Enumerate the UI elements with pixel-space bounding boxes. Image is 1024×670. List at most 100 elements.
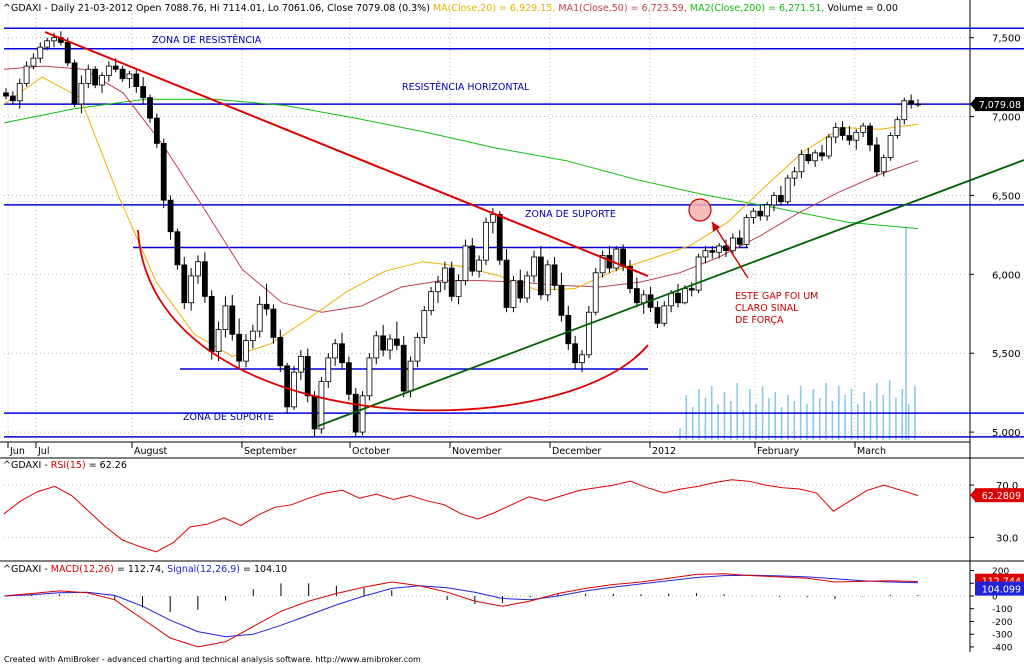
candle-body: [825, 136, 832, 157]
candle-body: [681, 288, 688, 304]
candle-body: [284, 365, 291, 408]
candle-body: [393, 338, 400, 346]
price-candle: [435, 275, 441, 303]
candle-body: [668, 292, 675, 307]
price-candle: [894, 116, 901, 139]
candle-body: [400, 344, 407, 392]
candle-body: [860, 125, 867, 133]
gap-highlight-circle: [688, 198, 712, 222]
price-candle: [421, 305, 428, 344]
price-tick-label: 5,000: [992, 428, 1021, 439]
candle-body: [201, 261, 208, 297]
candle-body: [64, 42, 71, 64]
candle-body: [764, 204, 771, 217]
candle-body: [771, 195, 777, 206]
rsi-header-label: RSI(15): [51, 460, 86, 471]
candle-body: [867, 125, 873, 146]
price-candle: [16, 78, 23, 109]
price-candle: [627, 260, 633, 294]
price-candle: [222, 296, 229, 338]
price-tick-label: 6,500: [992, 191, 1021, 202]
candle-body: [181, 264, 188, 304]
price-candle: [531, 250, 537, 283]
price-candle: [565, 305, 572, 351]
signal-value-tag-label: 104.099: [982, 585, 1021, 596]
footer-credit: Created with AmiBroker - advanced charti…: [4, 655, 421, 664]
header-volume: Volume = 0.00: [827, 3, 898, 14]
x-tick-label: 2012: [652, 446, 676, 457]
price-candle: [716, 242, 723, 259]
rsi-line: [3, 479, 919, 553]
price-candle: [599, 250, 606, 278]
gap-arrow-shaft: [711, 221, 749, 279]
candle-body: [483, 221, 489, 261]
price-candle: [455, 274, 462, 305]
price-candle: [908, 94, 915, 109]
candle-body: [791, 171, 798, 179]
macd-tick-label: -200: [992, 618, 1013, 628]
rsi-header-symbol: ^GDAXI -: [3, 460, 51, 471]
price-candle: [400, 335, 407, 398]
price-candle: [462, 239, 469, 286]
price-candle: [428, 286, 435, 316]
price-candle: [860, 122, 867, 138]
candle-body: [908, 100, 915, 105]
candle-body: [702, 250, 709, 258]
candle-body: [270, 308, 277, 338]
price-candle: [544, 260, 551, 302]
price-candle: [750, 208, 757, 224]
x-tick-label: November: [452, 446, 502, 457]
price-candle: [592, 268, 599, 316]
price-tick-label: 7,000: [992, 113, 1021, 124]
price-candle: [78, 75, 85, 114]
price-candle: [181, 256, 188, 310]
price-candle: [64, 37, 71, 67]
price-candle: [249, 324, 256, 349]
candle-body: [579, 354, 585, 364]
price-candle: [654, 301, 661, 328]
price-candle: [675, 283, 681, 308]
candle-body: [325, 357, 332, 383]
price-candle: [784, 174, 791, 205]
price-candle: [777, 185, 784, 205]
price-candle: [579, 350, 585, 373]
candle-body: [812, 152, 819, 162]
rsi-value-tag-pointer: [970, 488, 976, 503]
macd-tick-label: 0: [992, 593, 998, 603]
price-candle: [332, 339, 339, 366]
price-candle: [167, 195, 174, 240]
rsi-tick-label: 70.0: [996, 481, 1018, 492]
price-candle: [483, 217, 489, 265]
price-candle: [140, 77, 147, 104]
uptrend-line: [317, 159, 1024, 427]
price-candle: [243, 334, 249, 368]
rounded-bottom-arc: [137, 229, 649, 412]
price-candle: [702, 245, 709, 264]
candle-body: [37, 46, 44, 59]
candle-body: [537, 256, 544, 296]
candle-body: [633, 288, 640, 304]
price-candle: [633, 277, 640, 308]
price-candle: [366, 353, 373, 401]
price-candle: [126, 70, 133, 89]
candle-body: [387, 338, 393, 351]
price-candle: [743, 214, 750, 248]
last-price-tag: [975, 97, 1024, 112]
price-candle: [325, 353, 332, 388]
candle-body: [894, 119, 901, 136]
price-candle: [229, 294, 236, 341]
price-candle: [791, 167, 798, 186]
price-candle: [558, 272, 565, 322]
price-candle: [613, 245, 620, 272]
macd-header-signal-value: = 104.10: [240, 564, 287, 575]
candle-body: [846, 135, 853, 141]
candle-body: [469, 245, 476, 272]
candle-body: [743, 217, 750, 245]
price-candle: [812, 149, 819, 168]
price-candle: [469, 238, 476, 276]
macd-header-symbol: ^GDAXI -: [3, 564, 51, 575]
price-candle: [771, 192, 777, 212]
candle-body: [243, 340, 249, 362]
